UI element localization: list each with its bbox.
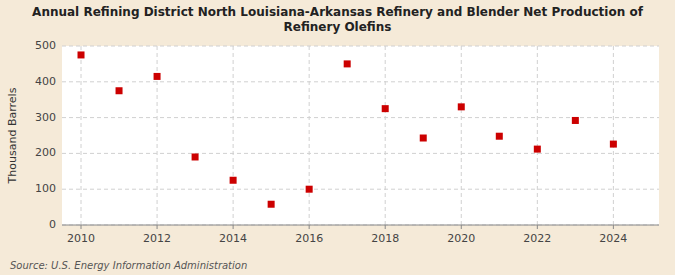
grid-line-x xyxy=(613,46,614,225)
point xyxy=(344,60,351,67)
source-note: Source: U.S. Energy Information Administ… xyxy=(10,260,247,271)
x-tick xyxy=(309,225,310,229)
x-tick xyxy=(233,225,234,229)
x-tick-label: 2012 xyxy=(143,232,171,245)
x-tick xyxy=(157,225,158,229)
point xyxy=(154,73,161,80)
x-tick xyxy=(537,225,538,229)
points xyxy=(78,51,617,207)
grid-line-x xyxy=(81,46,82,225)
grid-line-x xyxy=(157,46,158,225)
point xyxy=(268,201,275,208)
y-tick-label: 0 xyxy=(49,218,56,231)
point xyxy=(420,135,427,142)
x-tick xyxy=(461,225,462,229)
point xyxy=(496,133,503,140)
grid-line-y xyxy=(62,153,659,154)
grid-line-x xyxy=(385,46,386,225)
axes: 0 100 200 300 400 500 2010 2012 2014 2016 2018 2020… xyxy=(35,39,659,245)
grid-line-y xyxy=(62,225,659,226)
point xyxy=(192,153,199,160)
grid-line-x xyxy=(537,46,538,225)
x-tick-label: 2020 xyxy=(447,232,475,245)
point xyxy=(610,141,617,148)
point xyxy=(230,177,237,184)
plot-area xyxy=(62,46,659,225)
y-tick-label: 100 xyxy=(35,182,56,195)
grid-line-x xyxy=(233,46,234,225)
background xyxy=(0,0,675,275)
point xyxy=(78,51,85,58)
x-tick-label: 2022 xyxy=(523,232,551,245)
x-axis-line xyxy=(62,225,659,226)
y-tick-label: 400 xyxy=(35,75,56,88)
point xyxy=(382,105,389,112)
y-tick-label: 300 xyxy=(35,111,56,124)
grid-line-y xyxy=(62,189,659,190)
y-tick-label: 200 xyxy=(35,146,56,159)
grid-line-y xyxy=(62,46,659,47)
y-tick-label: 500 xyxy=(35,39,56,52)
x-tick-label: 2016 xyxy=(295,232,323,245)
x-tick-label: 2014 xyxy=(219,232,247,245)
x-tick-label: 2018 xyxy=(371,232,399,245)
point xyxy=(116,87,123,94)
grid-line-y xyxy=(62,117,659,118)
y-axis-label: Thousand Barrels xyxy=(6,87,19,184)
title: Annual Refining District North Louisiana… xyxy=(32,5,644,34)
point xyxy=(306,186,313,193)
x-tick xyxy=(81,225,82,229)
chart: 0 100 200 300 400 500 2010 2012 2014 2016 2018 2020… xyxy=(0,0,675,275)
grid-line-x xyxy=(309,46,310,225)
point xyxy=(534,146,541,153)
x-tick xyxy=(613,225,614,229)
x-tick-label: 2024 xyxy=(599,232,627,245)
grid xyxy=(62,46,659,225)
grid-line-y xyxy=(62,81,659,82)
x-tick-label: 2010 xyxy=(67,232,95,245)
point xyxy=(458,103,465,110)
point xyxy=(572,117,579,124)
x-tick xyxy=(385,225,386,229)
grid-line-x xyxy=(461,46,462,225)
